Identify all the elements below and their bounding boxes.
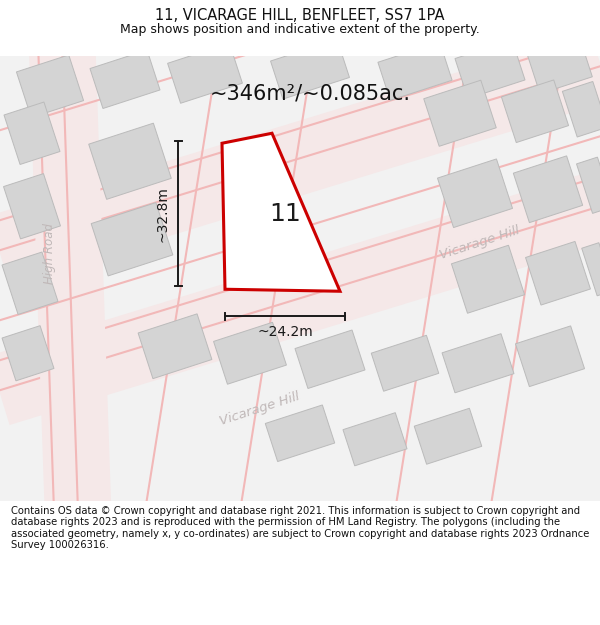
- Polygon shape: [502, 80, 569, 142]
- Polygon shape: [16, 55, 83, 118]
- Text: Map shows position and indicative extent of the property.: Map shows position and indicative extent…: [120, 24, 480, 36]
- Polygon shape: [2, 326, 54, 381]
- Text: ~32.8m: ~32.8m: [155, 186, 169, 242]
- Polygon shape: [295, 330, 365, 389]
- Polygon shape: [90, 50, 160, 109]
- Polygon shape: [451, 245, 524, 313]
- Polygon shape: [515, 326, 584, 387]
- Polygon shape: [2, 252, 58, 314]
- Polygon shape: [214, 322, 286, 384]
- Polygon shape: [562, 81, 600, 137]
- Text: High Road: High Road: [44, 222, 56, 284]
- Polygon shape: [526, 241, 590, 305]
- Text: Vicarage Hill: Vicarage Hill: [439, 224, 521, 262]
- Polygon shape: [265, 405, 335, 461]
- Text: Contains OS data © Crown copyright and database right 2021. This information is : Contains OS data © Crown copyright and d…: [11, 506, 589, 551]
- Polygon shape: [4, 174, 61, 239]
- Polygon shape: [424, 80, 496, 146]
- Polygon shape: [577, 157, 600, 213]
- Polygon shape: [222, 133, 340, 291]
- Text: ~346m²/~0.085ac.: ~346m²/~0.085ac.: [209, 83, 410, 103]
- Polygon shape: [414, 408, 482, 464]
- Polygon shape: [455, 40, 525, 99]
- Polygon shape: [89, 123, 171, 199]
- Polygon shape: [371, 335, 439, 391]
- Polygon shape: [378, 42, 452, 101]
- Polygon shape: [582, 242, 600, 296]
- Polygon shape: [437, 159, 512, 228]
- Text: Vicarage Hill: Vicarage Hill: [218, 390, 302, 428]
- Polygon shape: [167, 43, 242, 103]
- Polygon shape: [527, 39, 592, 94]
- Polygon shape: [343, 412, 407, 466]
- Polygon shape: [442, 334, 514, 392]
- Text: ~24.2m: ~24.2m: [257, 325, 313, 339]
- Polygon shape: [4, 102, 60, 164]
- Polygon shape: [91, 202, 173, 276]
- Polygon shape: [514, 156, 583, 222]
- Text: 11, VICARAGE HILL, BENFLEET, SS7 1PA: 11, VICARAGE HILL, BENFLEET, SS7 1PA: [155, 8, 445, 22]
- Text: 11: 11: [269, 202, 301, 226]
- Polygon shape: [271, 39, 349, 99]
- Polygon shape: [138, 314, 212, 379]
